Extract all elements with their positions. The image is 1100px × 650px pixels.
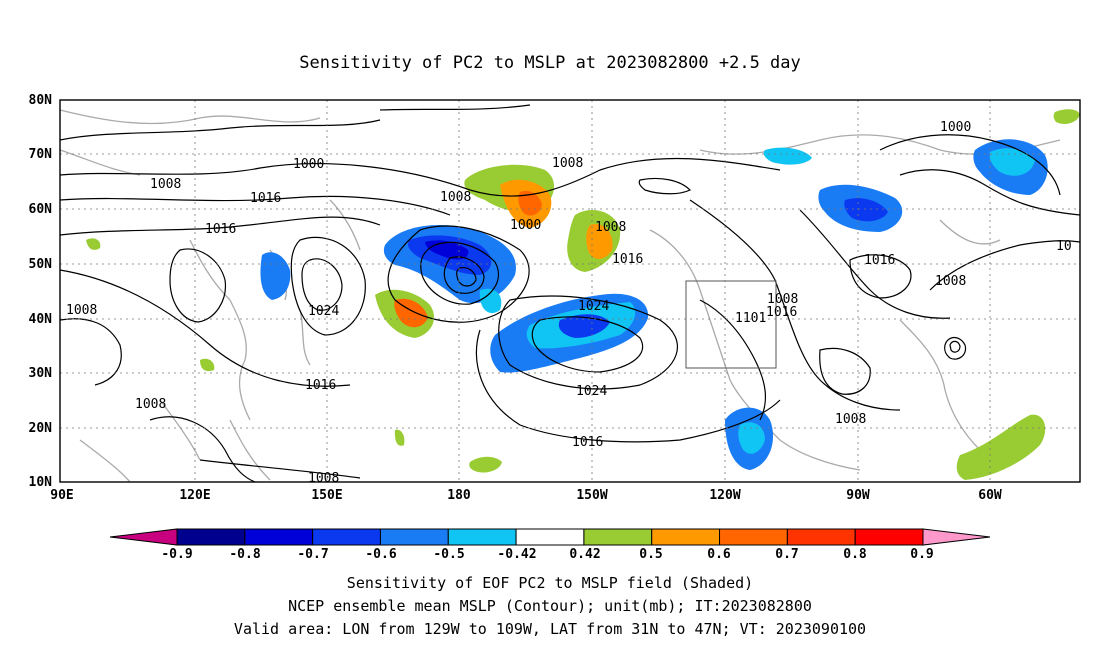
contour-label: 1008 (767, 292, 798, 307)
lon-label: 120W (709, 488, 740, 503)
caption-line-1: Sensitivity of EOF PC2 to MSLP field (Sh… (347, 574, 753, 592)
colorbar-arrow-low (109, 528, 178, 546)
contour-label: 1008 (595, 220, 626, 235)
figure-title: Sensitivity of PC2 to MSLP at 2023082800… (299, 53, 801, 73)
colorbar-box (651, 528, 721, 546)
caption-line-3: Valid area: LON from 129W to 109W, LAT f… (234, 620, 866, 638)
colorbar-box (583, 528, 653, 546)
lon-label: 150E (311, 488, 342, 503)
contour-label: 10 (1056, 239, 1072, 254)
contour-label: 1008 (135, 397, 166, 412)
cyan-patch-greenland (989, 148, 1035, 176)
colorbar-label: -0.42 (497, 547, 536, 562)
orange-patch-core (518, 190, 542, 216)
contour-label: 1000 (293, 157, 324, 172)
contour-label: 1016 (864, 253, 895, 268)
green-patch-west-small2 (200, 358, 215, 372)
colorbar (109, 528, 991, 546)
lat-label: 50N (29, 257, 53, 272)
coastlines (59, 109, 1061, 483)
lat-label: 10N (29, 475, 53, 490)
green-patch-atlantic (956, 414, 1046, 480)
lat-label: 30N (29, 366, 53, 381)
colorbar-box (447, 528, 517, 546)
colorbar-label: 0.9 (910, 547, 933, 562)
green-patch-arctic (1053, 109, 1080, 124)
lon-label: 90E (50, 488, 73, 503)
contour-label: 1016 (766, 305, 797, 320)
contour-label: 1000 (940, 120, 971, 135)
navy-patch-high (558, 314, 610, 338)
lat-label: 20N (29, 421, 53, 436)
lon-label: 180 (447, 488, 471, 503)
mslp-contours (59, 104, 1081, 483)
contour-label: 1000 (510, 218, 541, 233)
colorbar-label: 0.7 (775, 547, 798, 562)
contour-label: 1008 (552, 156, 583, 171)
cyan-patch-north2 (763, 147, 812, 165)
contour-label: 1016 (612, 252, 643, 267)
map-frame (59, 99, 1081, 483)
colorbar-box (312, 528, 381, 546)
cyan-edge-low (479, 288, 502, 314)
latitude-labels: 80N 70N 60N 50N 40N 30N 20N 10N (29, 93, 53, 490)
valid-area-box (685, 280, 777, 369)
contour-label: 1024 (578, 299, 609, 314)
green-patch-south-small (394, 429, 405, 446)
navy-patch-eastcanada (844, 198, 888, 222)
contour-label: 1008 (150, 177, 181, 192)
map-background (60, 100, 1080, 482)
colorbar-box (379, 528, 449, 546)
colorbar-label: -0.8 (229, 547, 260, 562)
colorbar-label: 0.42 (569, 547, 600, 562)
colorbar-box (854, 528, 924, 546)
lat-label: 60N (29, 202, 53, 217)
lon-label: 60W (978, 488, 1002, 503)
contour-label: 1008 (935, 274, 966, 289)
contour-label: 1024 (576, 384, 607, 399)
green-patch-west-small (86, 238, 101, 250)
contour-label: 1016 (205, 222, 236, 237)
contour-label: 1008 (835, 412, 866, 427)
colorbar-label: -0.5 (433, 547, 464, 562)
colorbar-box (515, 528, 585, 546)
colorbar-box (176, 528, 246, 546)
contour-label: 1008 (440, 190, 471, 205)
colorbar-labels: -0.9 -0.8 -0.7 -0.6 -0.5 -0.42 0.42 0.5 … (161, 547, 933, 562)
cyan-patch-tropic (738, 422, 765, 454)
colorbar-label: -0.6 (365, 547, 396, 562)
lat-label: 70N (29, 147, 53, 162)
contour-label: 1016 (572, 435, 603, 450)
contour-label: 1101 (735, 311, 766, 326)
colorbar-box (786, 528, 856, 546)
lon-label: 120E (179, 488, 210, 503)
lon-label: 90W (846, 488, 870, 503)
contour-label: 1016 (305, 378, 336, 393)
colorbar-label: 0.8 (843, 547, 867, 562)
colorbar-label: 0.6 (707, 547, 731, 562)
contour-label: 1008 (66, 303, 97, 318)
colorbar-label: 0.5 (639, 547, 662, 562)
gridlines (60, 100, 1080, 482)
contour-label: 1008 (308, 471, 339, 486)
orange-patch-2 (586, 224, 613, 259)
colorbar-label: -0.7 (297, 547, 328, 562)
green-patch-dateline-south (469, 456, 502, 473)
contour-label: 1024 (308, 304, 339, 319)
colorbar-arrow-high (922, 528, 991, 546)
lat-label: 80N (29, 93, 53, 108)
colorbar-label: -0.9 (161, 547, 192, 562)
longitude-labels: 90E 120E 150E 180 150W 120W 90W 60W (50, 488, 1002, 503)
map-panel: 1000 1008 1016 1008 1000 1008 1016 1008 … (59, 99, 1081, 486)
caption-line-2: NCEP ensemble mean MSLP (Contour); unit(… (288, 597, 812, 615)
colorbar-box (719, 528, 788, 546)
contour-label: 1016 (250, 191, 281, 206)
contour-labels: 1000 1008 1016 1008 1000 1008 1016 1008 … (66, 120, 1072, 486)
lon-label: 150W (576, 488, 607, 503)
colorbar-box (244, 528, 314, 546)
lat-label: 40N (29, 312, 53, 327)
